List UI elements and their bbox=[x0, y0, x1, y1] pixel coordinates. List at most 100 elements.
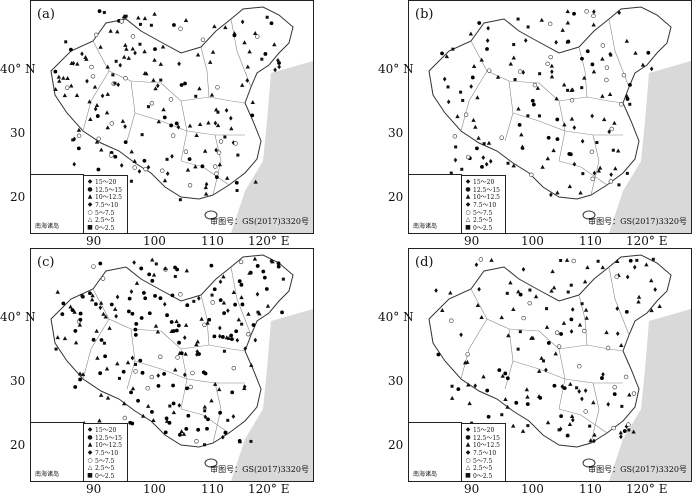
legend: ◆ 15～20 ● 12.5～15 ▲ 10～12.5 ◆ 7.5～10 ○ 5～7.5 … bbox=[84, 175, 128, 233]
station-marker bbox=[628, 102, 632, 106]
station-marker bbox=[609, 126, 614, 132]
station-marker bbox=[247, 49, 252, 54]
station-marker bbox=[521, 146, 525, 150]
station-marker bbox=[605, 345, 611, 351]
station-marker bbox=[580, 56, 584, 61]
station-marker bbox=[186, 413, 191, 418]
station-marker bbox=[625, 97, 630, 101]
legend-item: △ 2.5～5 bbox=[465, 216, 493, 225]
station-marker bbox=[142, 158, 147, 163]
station-marker bbox=[111, 73, 115, 77]
station-marker bbox=[465, 352, 470, 357]
station-marker bbox=[138, 42, 142, 46]
station-marker bbox=[277, 64, 281, 70]
station-marker bbox=[62, 336, 68, 341]
station-marker bbox=[239, 82, 245, 87]
station-marker bbox=[93, 106, 98, 112]
station-marker bbox=[223, 135, 227, 139]
station-marker bbox=[460, 167, 464, 171]
station-marker bbox=[524, 387, 530, 392]
station-marker bbox=[78, 311, 83, 316]
station-marker bbox=[190, 370, 195, 376]
station-marker bbox=[210, 300, 215, 305]
station-marker bbox=[206, 120, 211, 125]
station-marker bbox=[554, 330, 560, 335]
x-tick-90: 90 bbox=[464, 482, 480, 496]
province-boundary bbox=[512, 360, 566, 380]
station-marker bbox=[123, 42, 128, 47]
station-marker bbox=[141, 291, 146, 295]
station-marker bbox=[273, 67, 277, 73]
station-marker bbox=[475, 146, 479, 151]
station-marker bbox=[238, 259, 244, 265]
station-marker bbox=[230, 337, 234, 342]
station-marker bbox=[571, 417, 575, 423]
station-marker bbox=[434, 288, 438, 293]
station-marker bbox=[590, 62, 595, 67]
station-marker bbox=[255, 264, 260, 268]
station-marker bbox=[452, 134, 458, 139]
province-boundary bbox=[460, 318, 488, 380]
x-tick-110: 110 bbox=[579, 234, 602, 248]
map-frame: (c) 南海诸岛 ◆ 15～20 ● 12.5～15 ▲ 10～12.5 ◆ 7.5～1… bbox=[30, 248, 314, 482]
station-marker bbox=[115, 29, 120, 34]
station-marker bbox=[569, 283, 573, 287]
station-marker bbox=[113, 81, 117, 85]
station-marker bbox=[237, 438, 242, 443]
station-marker bbox=[105, 91, 111, 96]
station-marker bbox=[95, 355, 100, 360]
station-marker bbox=[521, 69, 526, 75]
station-marker bbox=[223, 25, 228, 30]
approval-number: 审图号：GS(2017)3320号 bbox=[210, 465, 309, 474]
station-marker bbox=[649, 308, 654, 313]
station-marker bbox=[105, 64, 110, 69]
station-marker bbox=[592, 170, 597, 176]
station-marker bbox=[453, 157, 458, 163]
station-marker bbox=[455, 114, 460, 119]
station-marker bbox=[620, 404, 624, 408]
china-station-map bbox=[428, 254, 691, 481]
station-marker bbox=[580, 138, 585, 144]
station-marker bbox=[195, 349, 200, 355]
station-marker bbox=[141, 413, 146, 418]
legend: ◆ 15～20 ● 12.5～15 ▲ 10～12.5 ◆ 7.5～10 ○ 5～7.5 … bbox=[462, 423, 506, 481]
station-marker bbox=[212, 334, 217, 339]
legend-item: ■ 0～2.5 bbox=[465, 471, 493, 480]
station-marker bbox=[178, 26, 183, 31]
station-marker bbox=[103, 354, 108, 359]
station-marker bbox=[94, 328, 99, 333]
south-china-sea-inset: 南海诸岛 bbox=[409, 422, 462, 481]
station-marker bbox=[209, 263, 214, 268]
station-marker bbox=[97, 9, 102, 14]
x-tick-90: 90 bbox=[86, 482, 102, 496]
station-marker bbox=[165, 157, 169, 161]
station-marker bbox=[636, 294, 642, 299]
map-panel-b: (b) 南海诸岛 ◆ 15～20 ● 12.5～15 ▲ 10～12.5 ◆ 7.5～1… bbox=[378, 0, 698, 248]
station-marker bbox=[165, 313, 169, 318]
station-marker bbox=[138, 358, 143, 363]
station-marker bbox=[94, 302, 98, 307]
x-tick-110: 110 bbox=[579, 482, 602, 496]
station-marker bbox=[252, 256, 258, 261]
legend-item: ■ 0～2.5 bbox=[87, 471, 115, 480]
station-marker bbox=[253, 337, 258, 343]
station-marker bbox=[200, 37, 206, 42]
station-marker bbox=[500, 413, 504, 417]
station-marker bbox=[540, 164, 545, 169]
inset-label: 南海诸岛 bbox=[35, 223, 60, 230]
station-marker bbox=[554, 96, 559, 101]
station-marker bbox=[449, 395, 455, 400]
station-marker bbox=[218, 139, 224, 144]
country-outline bbox=[428, 254, 672, 448]
station-marker bbox=[57, 78, 62, 83]
legend-item: ◆ 15～20 bbox=[465, 178, 495, 187]
china-station-map bbox=[428, 6, 691, 233]
station-marker bbox=[168, 97, 174, 102]
station-marker bbox=[96, 136, 101, 141]
station-marker bbox=[107, 325, 112, 330]
station-marker bbox=[525, 402, 530, 407]
station-marker bbox=[261, 269, 266, 274]
station-marker bbox=[127, 296, 132, 301]
station-marker bbox=[503, 371, 508, 376]
station-marker bbox=[583, 409, 588, 414]
